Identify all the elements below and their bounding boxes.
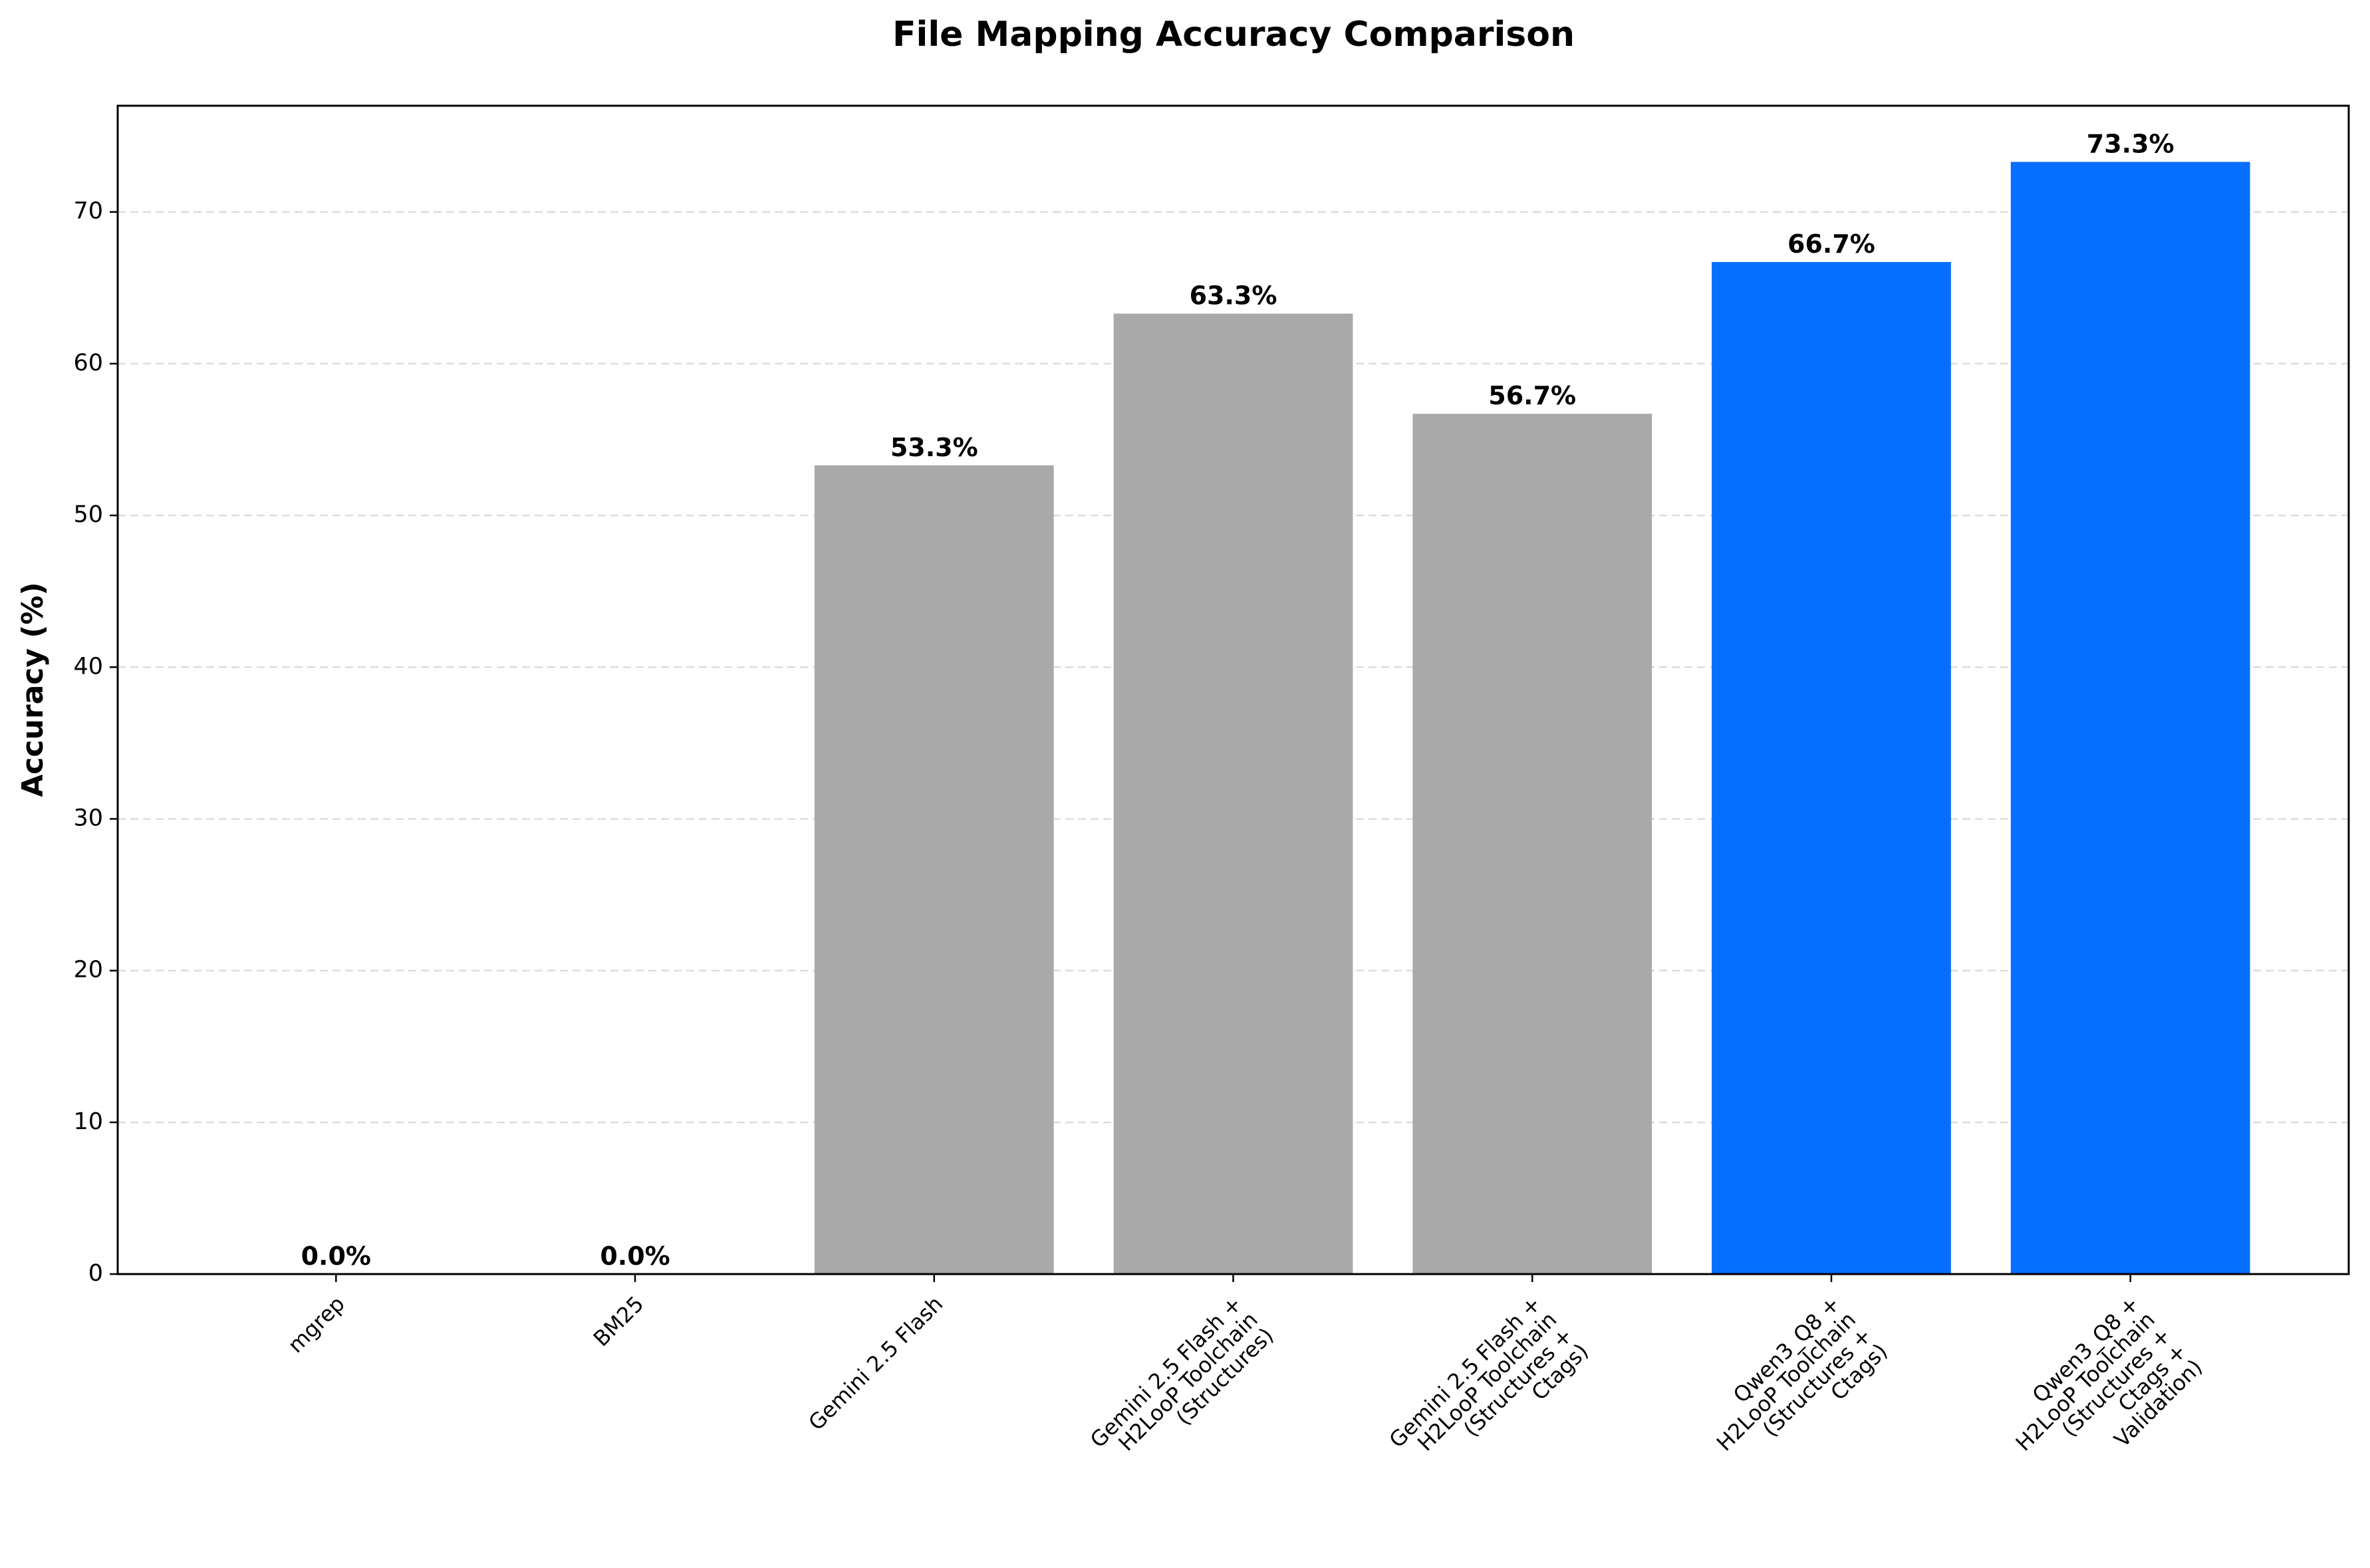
chart-title: File Mapping Accuracy Comparison [892,15,1575,55]
value-label: 56.7% [1488,381,1576,410]
y-tick-label: 20 [73,957,103,983]
plot-frame [116,104,2350,1275]
value-label: 0.0% [301,1241,371,1271]
y-axis-label: Accuracy (%) [16,582,50,797]
y-tick-label: 10 [73,1109,103,1135]
value-label: 53.3% [890,433,978,462]
value-label: 66.7% [1787,229,1875,259]
value-label: 63.3% [1190,281,1277,311]
bar [1113,313,1353,1274]
bar [1412,414,1652,1274]
y-tick-label: 60 [73,350,103,376]
y-tick-label: 30 [73,805,103,831]
y-tick-label: 40 [73,653,103,680]
bar [2010,162,2250,1275]
bar [814,465,1054,1274]
bar [1712,262,1951,1274]
value-label: 73.3% [2087,129,2174,158]
y-tick-label: 0 [88,1260,103,1287]
value-label: 0.0% [600,1241,670,1271]
y-tick-label: 70 [73,198,103,225]
y-tick-label: 50 [73,501,103,528]
